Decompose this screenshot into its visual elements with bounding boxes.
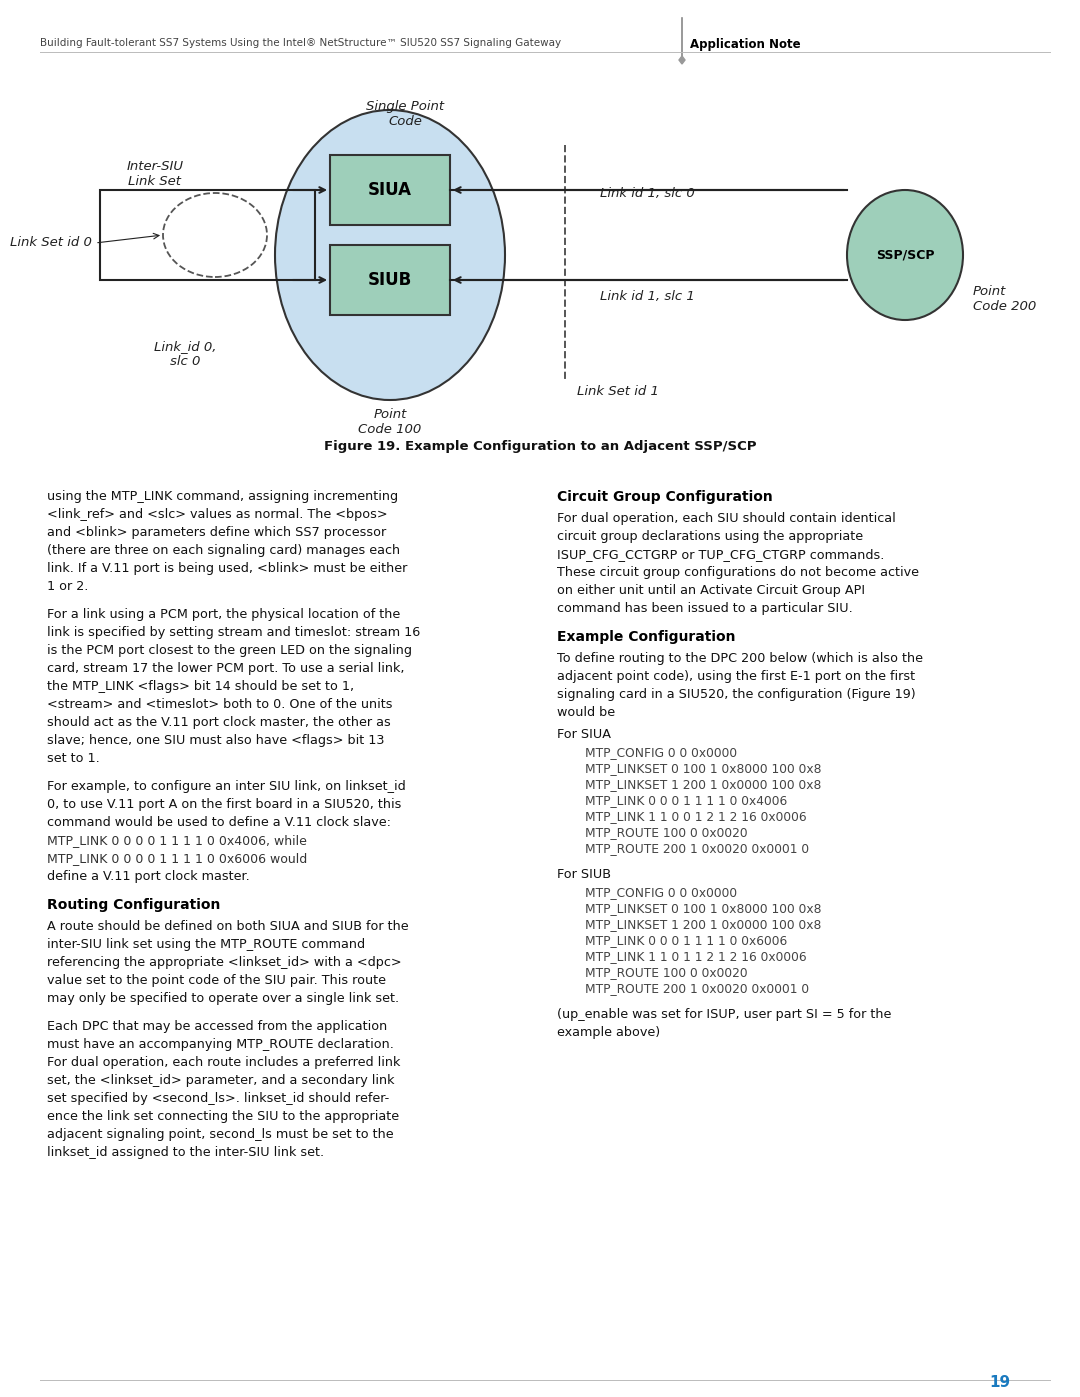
Text: MTP_LINK 0 0 0 0 1 1 1 1 0 0x6006 would: MTP_LINK 0 0 0 0 1 1 1 1 0 0x6006 would bbox=[48, 852, 307, 865]
Text: and <blink> parameters define which SS7 processor: and <blink> parameters define which SS7 … bbox=[48, 527, 387, 539]
Text: <stream> and <timeslot> both to 0. One of the units: <stream> and <timeslot> both to 0. One o… bbox=[48, 698, 392, 711]
Text: is the PCM port closest to the green LED on the signaling: is the PCM port closest to the green LED… bbox=[48, 644, 411, 657]
Text: must have an accompanying MTP_ROUTE declaration.: must have an accompanying MTP_ROUTE decl… bbox=[48, 1038, 394, 1051]
Text: MTP_ROUTE 100 0 0x0020: MTP_ROUTE 100 0 0x0020 bbox=[585, 965, 747, 979]
Text: ISUP_CFG_CCTGRP or TUP_CFG_CTGRP commands.: ISUP_CFG_CCTGRP or TUP_CFG_CTGRP command… bbox=[557, 548, 885, 562]
Text: signaling card in a SIU520, the configuration (Figure 19): signaling card in a SIU520, the configur… bbox=[557, 687, 916, 701]
Text: Point
Code 100: Point Code 100 bbox=[359, 408, 421, 436]
Text: may only be specified to operate over a single link set.: may only be specified to operate over a … bbox=[48, 992, 400, 1004]
Text: value set to the point code of the SIU pair. This route: value set to the point code of the SIU p… bbox=[48, 974, 386, 988]
Text: link. If a V.11 port is being used, <blink> must be either: link. If a V.11 port is being used, <bli… bbox=[48, 562, 407, 576]
Text: slave; hence, one SIU must also have <flags> bit 13: slave; hence, one SIU must also have <fl… bbox=[48, 733, 384, 747]
Text: Each DPC that may be accessed from the application: Each DPC that may be accessed from the a… bbox=[48, 1020, 388, 1032]
Text: MTP_LINKSET 1 200 1 0x0000 100 0x8: MTP_LINKSET 1 200 1 0x0000 100 0x8 bbox=[585, 778, 822, 791]
Text: set specified by <second_ls>. linkset_id should refer-: set specified by <second_ls>. linkset_id… bbox=[48, 1092, 389, 1105]
Text: <link_ref> and <slc> values as normal. The <bpos>: <link_ref> and <slc> values as normal. T… bbox=[48, 509, 388, 521]
Text: Circuit Group Configuration: Circuit Group Configuration bbox=[557, 490, 773, 504]
Text: A route should be defined on both SIUA and SIUB for the: A route should be defined on both SIUA a… bbox=[48, 921, 408, 933]
Text: MTP_CONFIG 0 0 0x0000: MTP_CONFIG 0 0 0x0000 bbox=[585, 886, 738, 900]
Text: would be: would be bbox=[557, 705, 616, 719]
Polygon shape bbox=[679, 56, 685, 64]
Text: linkset_id assigned to the inter-SIU link set.: linkset_id assigned to the inter-SIU lin… bbox=[48, 1146, 324, 1160]
Text: Link Set id 1: Link Set id 1 bbox=[577, 386, 659, 398]
Text: Inter-SIU
Link Set: Inter-SIU Link Set bbox=[126, 161, 184, 189]
Text: SIUA: SIUA bbox=[368, 182, 411, 198]
Text: inter-SIU link set using the MTP_ROUTE command: inter-SIU link set using the MTP_ROUTE c… bbox=[48, 937, 365, 951]
Text: (up_enable was set for ISUP, user part SI = 5 for the: (up_enable was set for ISUP, user part S… bbox=[557, 1009, 891, 1021]
Text: Building Fault-tolerant SS7 Systems Using the Intel® NetStructure™ SIU520 SS7 Si: Building Fault-tolerant SS7 Systems Usin… bbox=[40, 38, 562, 47]
Ellipse shape bbox=[847, 190, 963, 320]
Text: Link id 1, slc 0: Link id 1, slc 0 bbox=[600, 187, 694, 200]
Text: Example Configuration: Example Configuration bbox=[557, 630, 735, 644]
Text: (there are three on each signaling card) manages each: (there are three on each signaling card)… bbox=[48, 543, 400, 557]
Text: MTP_ROUTE 200 1 0x0020 0x0001 0: MTP_ROUTE 200 1 0x0020 0x0001 0 bbox=[585, 982, 809, 995]
Text: Single Point
Code: Single Point Code bbox=[366, 101, 444, 129]
Text: MTP_LINK 0 0 0 0 1 1 1 1 0 0x4006, while: MTP_LINK 0 0 0 0 1 1 1 1 0 0x4006, while bbox=[48, 834, 307, 847]
Text: Application Note: Application Note bbox=[690, 38, 800, 52]
Text: Routing Configuration: Routing Configuration bbox=[48, 898, 220, 912]
Text: For dual operation, each route includes a preferred link: For dual operation, each route includes … bbox=[48, 1056, 401, 1069]
Text: MTP_CONFIG 0 0 0x0000: MTP_CONFIG 0 0 0x0000 bbox=[585, 746, 738, 759]
Text: SSP/SCP: SSP/SCP bbox=[876, 249, 934, 261]
Text: card, stream 17 the lower PCM port. To use a serial link,: card, stream 17 the lower PCM port. To u… bbox=[48, 662, 405, 675]
Text: referencing the appropriate <linkset_id> with a <dpc>: referencing the appropriate <linkset_id>… bbox=[48, 956, 402, 970]
Text: link is specified by setting stream and timeslot: stream 16: link is specified by setting stream and … bbox=[48, 626, 420, 638]
Text: 19: 19 bbox=[989, 1375, 1010, 1390]
Text: MTP_LINK 0 0 0 1 1 1 1 0 0x6006: MTP_LINK 0 0 0 1 1 1 1 0 0x6006 bbox=[585, 935, 787, 947]
Ellipse shape bbox=[275, 110, 505, 400]
Text: 1 or 2.: 1 or 2. bbox=[48, 580, 89, 592]
Text: MTP_ROUTE 100 0 0x0020: MTP_ROUTE 100 0 0x0020 bbox=[585, 826, 747, 840]
Text: These circuit group configurations do not become active: These circuit group configurations do no… bbox=[557, 566, 919, 578]
Text: For dual operation, each SIU should contain identical: For dual operation, each SIU should cont… bbox=[557, 511, 895, 525]
Text: MTP_LINKSET 1 200 1 0x0000 100 0x8: MTP_LINKSET 1 200 1 0x0000 100 0x8 bbox=[585, 918, 822, 930]
Text: circuit group declarations using the appropriate: circuit group declarations using the app… bbox=[557, 529, 863, 543]
Text: on either unit until an Activate Circuit Group API: on either unit until an Activate Circuit… bbox=[557, 584, 865, 597]
Text: For SIUB: For SIUB bbox=[557, 868, 611, 882]
FancyBboxPatch shape bbox=[330, 244, 450, 314]
Text: should act as the V.11 port clock master, the other as: should act as the V.11 port clock master… bbox=[48, 717, 391, 729]
Text: To define routing to the DPC 200 below (which is also the: To define routing to the DPC 200 below (… bbox=[557, 652, 923, 665]
Text: MTP_LINK 1 1 0 1 1 2 1 2 16 0x0006: MTP_LINK 1 1 0 1 1 2 1 2 16 0x0006 bbox=[585, 950, 807, 963]
Text: example above): example above) bbox=[557, 1025, 660, 1039]
Text: For a link using a PCM port, the physical location of the: For a link using a PCM port, the physica… bbox=[48, 608, 401, 622]
Text: adjacent signaling point, second_ls must be set to the: adjacent signaling point, second_ls must… bbox=[48, 1127, 393, 1141]
Text: adjacent point code), using the first E-1 port on the first: adjacent point code), using the first E-… bbox=[557, 671, 915, 683]
Text: Link Set id 0: Link Set id 0 bbox=[10, 236, 92, 250]
Text: Link_id 0,
slc 0: Link_id 0, slc 0 bbox=[153, 339, 216, 367]
Text: For example, to configure an inter SIU link, on linkset_id: For example, to configure an inter SIU l… bbox=[48, 780, 406, 793]
Text: command has been issued to a particular SIU.: command has been issued to a particular … bbox=[557, 602, 853, 615]
Text: 0, to use V.11 port A on the first board in a SIU520, this: 0, to use V.11 port A on the first board… bbox=[48, 798, 402, 812]
Text: Point
Code 200: Point Code 200 bbox=[973, 285, 1036, 313]
Text: Figure 19. Example Configuration to an Adjacent SSP/SCP: Figure 19. Example Configuration to an A… bbox=[324, 440, 756, 453]
Text: MTP_LINK 1 1 0 0 1 2 1 2 16 0x0006: MTP_LINK 1 1 0 0 1 2 1 2 16 0x0006 bbox=[585, 810, 807, 823]
Text: command would be used to define a V.11 clock slave:: command would be used to define a V.11 c… bbox=[48, 816, 391, 828]
Text: MTP_LINKSET 0 100 1 0x8000 100 0x8: MTP_LINKSET 0 100 1 0x8000 100 0x8 bbox=[585, 761, 822, 775]
Text: MTP_ROUTE 200 1 0x0020 0x0001 0: MTP_ROUTE 200 1 0x0020 0x0001 0 bbox=[585, 842, 809, 855]
Text: For SIUA: For SIUA bbox=[557, 728, 611, 740]
Text: using the MTP_LINK command, assigning incrementing: using the MTP_LINK command, assigning in… bbox=[48, 490, 399, 503]
Text: define a V.11 port clock master.: define a V.11 port clock master. bbox=[48, 870, 249, 883]
Text: SIUB: SIUB bbox=[368, 271, 413, 289]
Text: MTP_LINK 0 0 0 1 1 1 1 0 0x4006: MTP_LINK 0 0 0 1 1 1 1 0 0x4006 bbox=[585, 793, 787, 807]
Text: MTP_LINKSET 0 100 1 0x8000 100 0x8: MTP_LINKSET 0 100 1 0x8000 100 0x8 bbox=[585, 902, 822, 915]
Text: set, the <linkset_id> parameter, and a secondary link: set, the <linkset_id> parameter, and a s… bbox=[48, 1074, 394, 1087]
FancyBboxPatch shape bbox=[330, 155, 450, 225]
Text: set to 1.: set to 1. bbox=[48, 752, 99, 766]
Text: the MTP_LINK <flags> bit 14 should be set to 1,: the MTP_LINK <flags> bit 14 should be se… bbox=[48, 680, 354, 693]
Text: ence the link set connecting the SIU to the appropriate: ence the link set connecting the SIU to … bbox=[48, 1111, 400, 1123]
Text: Link id 1, slc 1: Link id 1, slc 1 bbox=[600, 291, 694, 303]
